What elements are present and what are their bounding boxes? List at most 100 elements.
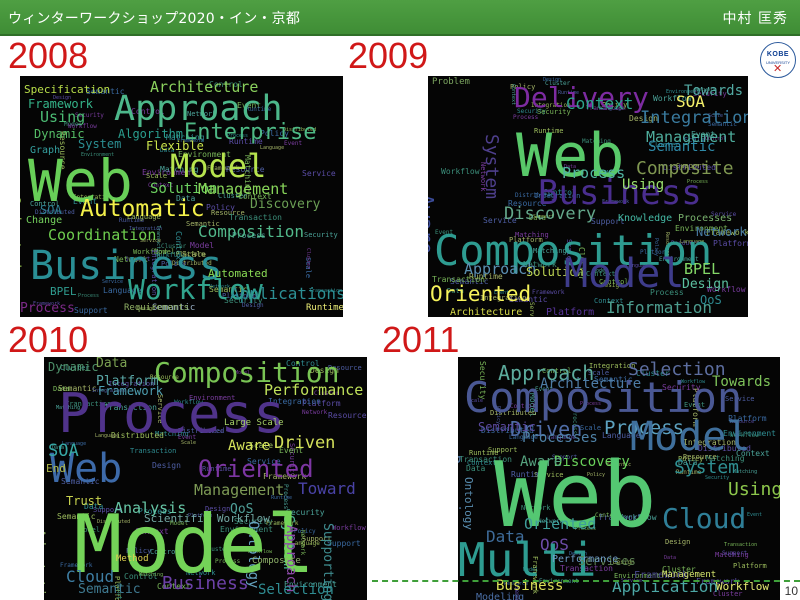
- word-cloud-term-0-11: Web: [28, 147, 133, 215]
- word-cloud-term-3-16: Ontology: [462, 477, 475, 530]
- word-cloud-term-bg-1-60: Semantic: [708, 121, 737, 128]
- word-cloud-term-bg-0-2: Control: [131, 107, 165, 116]
- logo-line-1: KOBE: [766, 51, 790, 58]
- word-cloud-term-bg-3-43: Cluster: [662, 565, 696, 574]
- word-cloud-term-0-4: Using: [40, 108, 86, 126]
- word-cloud-term-bg-3-40: Policy: [678, 455, 704, 463]
- year-2010-label: 2010: [8, 319, 89, 360]
- word-cloud-term-bg-2-37: Platform: [188, 513, 213, 519]
- word-cloud-term-bg-0-22: Cluster: [305, 248, 311, 270]
- word-cloud-term-bg-1-15: Process: [687, 179, 709, 185]
- word-cloud-term-0-29: Requirements: [124, 303, 190, 313]
- word-cloud-term-bg-1-51: Transaction: [586, 105, 626, 112]
- word-cloud-term-2-1: Data: [96, 357, 128, 371]
- word-cloud-term-bg-3-2: Resource: [730, 419, 755, 425]
- word-cloud-term-bg-1-41: Process: [513, 114, 539, 121]
- year-2008-label: 2008: [8, 35, 89, 76]
- word-cloud-term-bg-2-48: Process: [138, 507, 172, 516]
- word-cloud-term-bg-3-57: Event: [747, 512, 763, 518]
- word-cloud-term-bg-3-45: Data: [466, 464, 486, 473]
- word-cloud-term-bg-1-57: Data: [447, 287, 464, 295]
- word-cloud-term-bg-3-19: Data: [664, 555, 677, 561]
- word-cloud-term-bg-0-19: Policy: [161, 260, 187, 268]
- word-cloud-term-bg-2-69: Integration: [268, 397, 321, 406]
- word-cloud-term-bg-3-53: Environment: [614, 572, 661, 580]
- word-cloud-term-bg-2-25: Scale: [181, 440, 197, 446]
- word-cloud-term-3-13: System: [674, 457, 740, 478]
- word-cloud-term-bg-3-51: Network: [538, 518, 564, 525]
- word-cloud-term-bg-3-26: Framework: [599, 513, 643, 522]
- word-cloud-term-bg-2-39: Support: [327, 539, 361, 548]
- word-cloud-term-1-16: Network: [696, 225, 747, 239]
- word-cloud-term-bg-1-65: Environment: [675, 224, 728, 233]
- word-cloud-term-bg-0-10: Event: [73, 197, 98, 206]
- word-cloud-term-2-9: Management: [194, 481, 285, 499]
- word-cloud-term-bg-1-49: Model: [605, 170, 621, 176]
- word-cloud-term-1-21: Oriented: [430, 282, 532, 306]
- word-cloud-term-bg-3-71: Data: [678, 458, 698, 467]
- word-cloud-term-bg-0-40: Matching: [166, 133, 205, 142]
- word-cloud-term-bg-0-12: Security: [75, 112, 104, 119]
- word-cloud-term-2-5: Performance: [264, 381, 364, 399]
- word-cloud-term-bg-1-13: Environment: [659, 256, 699, 263]
- word-cloud-term-bg-0-51: Support: [74, 306, 108, 315]
- word-cloud-term-bg-1-45: Security: [537, 108, 571, 116]
- word-cloud-term-bg-0-6: Environment: [178, 150, 231, 159]
- word-cloud-term-bg-2-40: Context: [135, 527, 169, 536]
- word-cloud-term-bg-0-21: Language: [103, 286, 142, 295]
- word-cloud-term-2-17: Analysis: [114, 499, 187, 517]
- word-cloud-term-bg-1-4: Platform: [713, 239, 748, 248]
- word-cloud-term-3-6: Process: [604, 417, 685, 439]
- word-cloud-term-0-19: Coordination: [48, 226, 157, 244]
- word-cloud-term-bg-1-6: Support: [676, 162, 706, 170]
- word-cloud-term-bg-2-64: Data: [53, 385, 70, 393]
- word-cloud-term-bg-1-34: Semantic: [509, 295, 548, 304]
- word-cloud-term-0-20: Composition: [198, 222, 304, 241]
- word-cloud-term-bg-2-53: Design: [205, 505, 231, 513]
- word-cloud-term-bg-0-5: Framework: [33, 301, 61, 307]
- word-cloud-term-bg-0-25: Support: [125, 256, 151, 263]
- word-cloud-term-bg-1-16: Runtime: [469, 272, 503, 281]
- word-cloud-term-bg-3-58: Scale: [580, 424, 602, 432]
- word-cloud-term-bg-2-2: Matching: [56, 405, 81, 411]
- word-cloud-term-bg-1-1: Workflow: [707, 285, 746, 294]
- word-cloud-term-bg-0-69: Distributed: [35, 209, 75, 216]
- word-cloud-term-bg-1-73: Matching: [533, 247, 567, 255]
- word-cloud-term-3-23: Application: [612, 577, 718, 596]
- word-cloud-term-bg-3-70: Platform: [733, 562, 767, 570]
- word-cloud-term-bg-2-35: Language: [95, 433, 120, 439]
- word-cloud-term-bg-2-61: Language: [291, 540, 320, 547]
- word-cloud-term-3-11: Aware: [520, 454, 563, 470]
- word-cloud-term-bg-2-74: Process: [215, 558, 241, 565]
- word-cloud-term-bg-2-68: Control: [286, 359, 320, 368]
- word-cloud-term-bg-1-43: Event: [691, 130, 716, 139]
- word-cloud-term-bg-2-60: Workflow: [332, 524, 366, 532]
- word-cloud-term-bg-2-45: Framework: [263, 472, 307, 481]
- word-cloud-term-bg-3-27: Environment: [723, 429, 776, 438]
- word-cloud-term-bg-0-72: Workflow: [68, 123, 97, 130]
- word-cloud-term-bg-0-59: Resource: [226, 165, 265, 174]
- word-cloud-term-bg-0-62: Event: [284, 140, 303, 147]
- word-cloud-term-1-0: Problem: [432, 77, 470, 87]
- word-cloud-term-bg-2-65: Support: [302, 535, 332, 543]
- word-cloud-term-bg-0-61: Runtime: [246, 106, 272, 113]
- word-cloud-term-1-5: Integration: [640, 108, 748, 128]
- word-cloud-term-2-13: Driven: [274, 433, 336, 453]
- word-cloud-term-bg-2-21: Resource: [150, 374, 179, 381]
- word-cloud-term-bg-3-15: Workflow: [730, 432, 759, 439]
- word-cloud-term-bg-3-68: Language: [509, 434, 538, 441]
- word-cloud-term-bg-2-43: Integration: [108, 380, 155, 388]
- word-cloud-term-3-7: Model: [630, 414, 751, 460]
- word-cloud-term-bg-2-17: Integration: [92, 388, 126, 394]
- word-cloud-term-1-26: Information: [606, 298, 712, 317]
- word-cloud-term-bg-2-54: Matching: [139, 572, 164, 578]
- word-cloud-term-bg-1-32: Support: [533, 214, 555, 220]
- word-cloud-term-2-8: Oriented: [198, 455, 314, 483]
- logo-line-2: UNIVERSITY: [765, 60, 790, 65]
- word-cloud-term-0-2: Approach: [114, 89, 283, 129]
- word-cloud-term-bg-3-72: Support: [722, 550, 748, 557]
- word-cloud-term-bg-2-62: Cluster: [60, 364, 90, 372]
- word-cloud-term-bg-3-42: Language: [547, 434, 576, 441]
- word-cloud-term-bg-1-48: Service: [483, 216, 517, 225]
- word-cloud-term-3-21: Multi: [458, 533, 597, 587]
